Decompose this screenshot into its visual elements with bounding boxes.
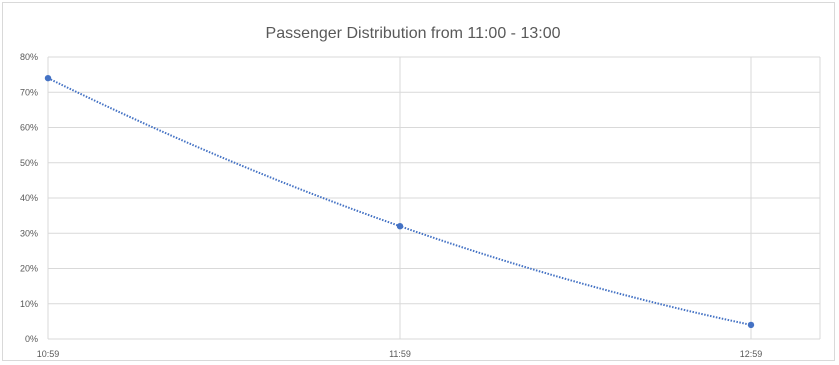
- y-tick-label: 60%: [20, 123, 38, 133]
- gridlines: [47, 56, 821, 340]
- y-tick-label: 0%: [25, 334, 38, 344]
- chart-area: [2, 2, 835, 361]
- x-tick-label: 11:59: [389, 349, 411, 359]
- y-tick-label: 50%: [20, 158, 38, 168]
- x-axis-ticks: 10:59 11:59 12:59: [37, 349, 763, 359]
- y-tick-label: 70%: [20, 87, 38, 97]
- y-axis-ticks: 0% 10% 20% 30% 40% 50% 60% 70% 80%: [20, 52, 38, 344]
- data-point: [747, 321, 755, 329]
- y-tick-label: 20%: [20, 264, 38, 274]
- data-point: [44, 74, 52, 82]
- x-tick-label: 10:59: [37, 349, 60, 359]
- y-tick-label: 80%: [20, 52, 38, 62]
- y-tick-label: 10%: [20, 299, 38, 309]
- data-point: [396, 223, 404, 230]
- y-tick-label: 30%: [20, 228, 38, 238]
- y-tick-label: 40%: [20, 193, 38, 203]
- x-tick-label: 12:59: [740, 349, 763, 359]
- data-points: [44, 74, 755, 329]
- chart-title: Passenger Distribution from 11:00 - 13:0…: [266, 25, 561, 42]
